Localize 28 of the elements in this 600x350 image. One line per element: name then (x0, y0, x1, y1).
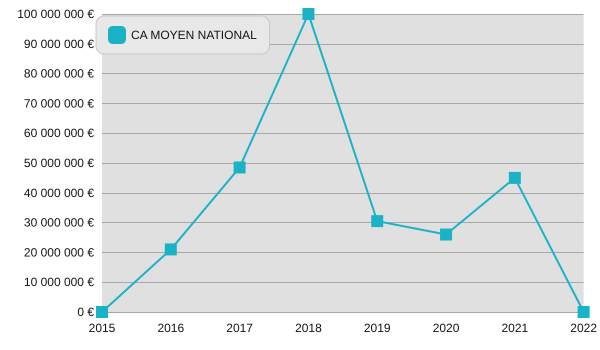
y-tick-label: 0 € (77, 305, 94, 319)
x-tick-label: 2019 (364, 321, 391, 335)
y-tick-label: 80 000 000 € (24, 66, 94, 81)
y-tick-label: 40 000 000 € (24, 186, 94, 200)
y-tick-label: 20 000 000 € (24, 245, 94, 260)
point (440, 228, 452, 241)
y-tick-label: 70 000 000 € (24, 96, 94, 110)
x-tick-label: 2022 (570, 321, 598, 335)
y-tick-label: 30 000 000 € (24, 216, 94, 230)
y-tick-label: 10 000 000 € (24, 275, 94, 290)
y-tick-label: 60 000 000 € (24, 126, 94, 140)
x-tick-label: 2017 (226, 321, 254, 335)
point (578, 306, 590, 318)
point (234, 161, 246, 174)
y-tick-label: 100 000 000 € (17, 7, 94, 21)
x-tick-label: 2016 (157, 321, 184, 335)
x-tick-label: 2021 (501, 321, 529, 335)
legend-label: CA MOYEN NATIONAL (131, 28, 258, 42)
point (302, 8, 314, 20)
point (508, 172, 521, 184)
y-tick-label: 90 000 000 € (24, 36, 94, 51)
y-tick-label: 50 000 000 € (24, 156, 94, 170)
x-tick-label: 2015 (88, 321, 116, 335)
point (164, 243, 177, 256)
x-tick-label: 2020 (432, 321, 460, 335)
x-tick-label: 2018 (295, 321, 322, 335)
point (371, 215, 384, 228)
point (96, 306, 108, 318)
